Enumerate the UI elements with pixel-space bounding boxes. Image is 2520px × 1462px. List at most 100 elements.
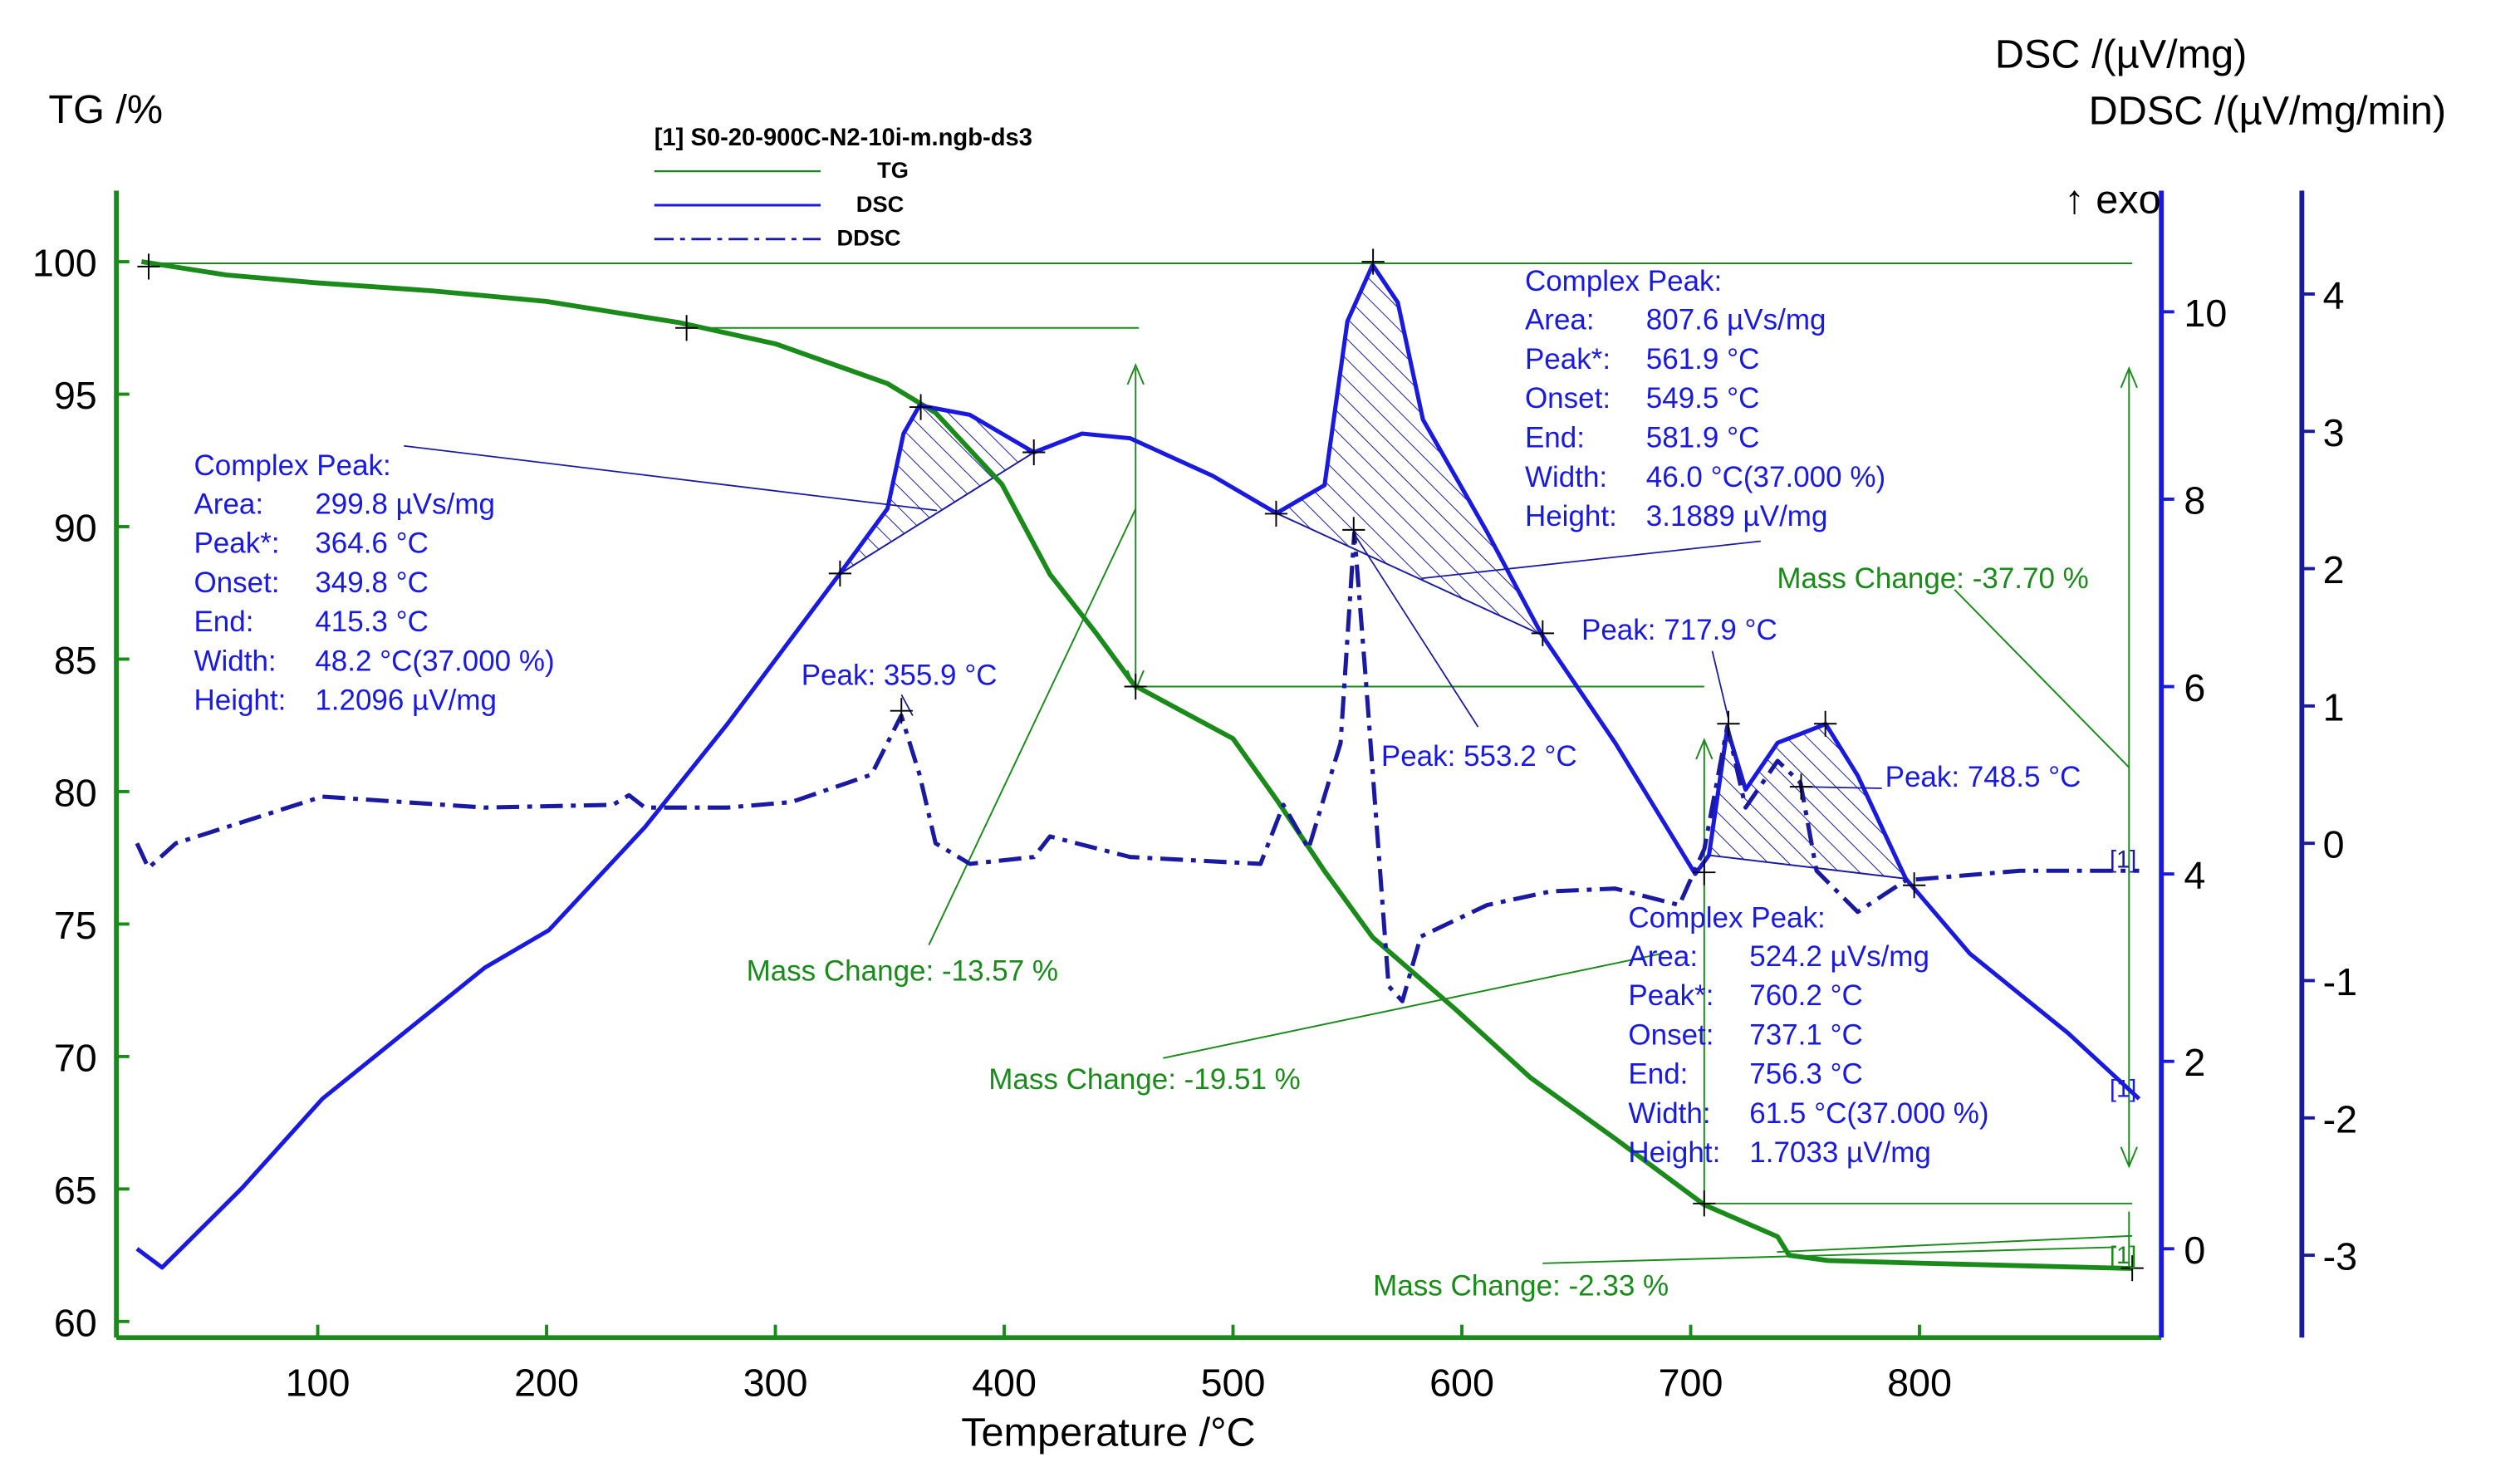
ddsc-tick-label: -1 xyxy=(2323,960,2358,1003)
peak-field-value: 561.9 °C xyxy=(1646,343,1760,375)
peak-field-value: 756.3 °C xyxy=(1749,1058,1863,1091)
tg-tick-label: 75 xyxy=(54,904,97,947)
tg-tick-label: 60 xyxy=(54,1301,97,1344)
cross-marker xyxy=(675,315,699,341)
mass-change-guides xyxy=(153,262,2138,1268)
peak-label: Peak: 553.2 °C xyxy=(1381,740,1577,773)
characteristic-point-markers xyxy=(137,248,2144,1282)
cross-marker xyxy=(1361,248,1385,275)
peak-field-value: 349.8 °C xyxy=(315,567,429,599)
peak-panel-3: Complex Peak: Area: 524.2 µVs/mg Peak*: 760… xyxy=(1628,901,1988,1169)
peak-field-label: Peak*: xyxy=(1525,343,1611,375)
peak-field-label: Width: xyxy=(1525,461,1607,493)
peak-field-value: 48.2 °C(37.000 %) xyxy=(315,645,554,677)
dsc-tick-label: 4 xyxy=(2184,854,2205,897)
ddsc-tick-label: -2 xyxy=(2323,1097,2358,1141)
curve-marker: [1] xyxy=(2110,846,2136,873)
x-tick-label: 700 xyxy=(1659,1361,1723,1404)
cross-marker xyxy=(1814,710,1837,737)
dsc-tick-label: 2 xyxy=(2184,1041,2205,1084)
x-tick-label: 600 xyxy=(1429,1361,1494,1404)
ddsc-tick-label: 1 xyxy=(2323,685,2345,729)
x-tick-label: 800 xyxy=(1887,1361,1952,1404)
cross-marker xyxy=(137,253,160,280)
tg-axis-label: TG /% xyxy=(48,87,163,132)
peak-field-label: Height: xyxy=(1525,500,1617,532)
peak-panel-2: Complex Peak: Area: 807.6 µVs/mg Peak*: 561… xyxy=(1525,265,1885,532)
peak-label: Peak: 748.5 °C xyxy=(1885,761,2081,793)
legend-tg: TG xyxy=(877,157,909,183)
tg-tick-label: 80 xyxy=(54,771,97,814)
ddsc-tick-label: 0 xyxy=(2323,823,2345,866)
cross-marker xyxy=(1789,773,1813,800)
svg-text:Complex Peak:: Complex Peak: xyxy=(194,449,390,482)
dsc-axis-label: DSC /(µV/mg) xyxy=(1995,32,2247,77)
cross-marker xyxy=(1693,859,1716,886)
peak-field-label: Peak*: xyxy=(194,527,279,560)
callout-lines xyxy=(404,444,1882,789)
peak-field-value: 364.6 °C xyxy=(315,527,429,560)
svg-text:Complex Peak:: Complex Peak: xyxy=(1525,265,1722,297)
dsc-tick-label: 10 xyxy=(2184,292,2227,335)
series-ddsc-line xyxy=(135,531,2140,1003)
cross-marker xyxy=(1342,517,1365,543)
mass-change-label: Mass Change: -19.51 % xyxy=(988,1063,1300,1096)
peak-field-label: Onset: xyxy=(1525,382,1611,415)
peak-panel-1: Complex Peak: Area: 299.8 µVs/mg Peak*: 364… xyxy=(194,449,554,717)
dsc-tick-label: 0 xyxy=(2184,1229,2205,1272)
peak-field-label: End: xyxy=(194,606,253,638)
peak-field-label: Onset: xyxy=(1628,1018,1714,1051)
ddsc-tick-label: -3 xyxy=(2323,1235,2358,1278)
peak-field-label: Area: xyxy=(1525,304,1595,336)
cross-marker xyxy=(1264,500,1288,527)
peak-field-value: 1.2096 µV/mg xyxy=(315,684,497,717)
x-tick-label: 300 xyxy=(743,1361,808,1404)
tg-tick-label: 100 xyxy=(32,242,97,285)
x-tick-label: 100 xyxy=(286,1361,351,1404)
curve-marker: [1] xyxy=(2110,1243,2136,1269)
peak-area-3 xyxy=(1708,723,1908,880)
tg-tick-label: 90 xyxy=(54,506,97,549)
svg-text:Complex Peak:: Complex Peak: xyxy=(1628,901,1825,934)
mass-change-label: Mass Change: -2.33 % xyxy=(1373,1270,1669,1303)
peak-field-value: 581.9 °C xyxy=(1646,422,1760,454)
curve-marker: [1] xyxy=(2110,1076,2136,1102)
peak-field-value: 415.3 °C xyxy=(315,606,429,638)
ddsc-tick-label: 4 xyxy=(2323,273,2345,316)
peak-field-value: 1.7033 µV/mg xyxy=(1749,1136,1931,1169)
tg-tick-label: 95 xyxy=(54,374,97,417)
peak-field-value: 524.2 µVs/mg xyxy=(1749,940,1929,973)
cross-marker xyxy=(1531,620,1554,646)
peak-field-label: Height: xyxy=(194,684,286,717)
peak-field-label: End: xyxy=(1525,422,1585,454)
peak-field-label: Peak*: xyxy=(1628,979,1714,1012)
peak-field-value: 760.2 °C xyxy=(1749,979,1863,1012)
tg-tick-label: 85 xyxy=(54,639,97,682)
peak-area-2 xyxy=(1274,262,1544,637)
exo-label: ↑ exo xyxy=(2064,178,2160,223)
legend-dsc: DSC xyxy=(856,191,904,217)
x-tick-label: 500 xyxy=(1201,1361,1266,1404)
cross-marker xyxy=(1717,710,1740,737)
peak-field-label: End: xyxy=(1628,1058,1688,1091)
peak-field-value: 299.8 µVs/mg xyxy=(315,488,495,520)
series-dsc-line xyxy=(135,262,2141,1270)
peak-field-label: Area: xyxy=(194,488,263,520)
peak-field-value: 807.6 µVs/mg xyxy=(1646,304,1826,336)
dsc-tick-label: 8 xyxy=(2184,478,2205,522)
legend-ddsc: DDSC xyxy=(836,225,900,251)
tg-tick-label: 70 xyxy=(54,1036,97,1079)
peak-field-label: Width: xyxy=(194,645,276,677)
ddsc-tick-label: 2 xyxy=(2323,548,2345,591)
peak-field-label: Onset: xyxy=(194,567,279,599)
cross-marker xyxy=(1693,1190,1716,1217)
cross-marker xyxy=(1124,673,1147,700)
peak-field-value: 3.1889 µV/mg xyxy=(1646,500,1828,532)
ddsc-tick-label: 3 xyxy=(2323,411,2345,454)
peak-field-value: 737.1 °C xyxy=(1749,1018,1863,1051)
x-tick-label: 400 xyxy=(972,1361,1037,1404)
series-tg-line xyxy=(140,259,2133,1271)
cross-marker xyxy=(1022,439,1046,466)
cross-marker xyxy=(890,698,913,724)
